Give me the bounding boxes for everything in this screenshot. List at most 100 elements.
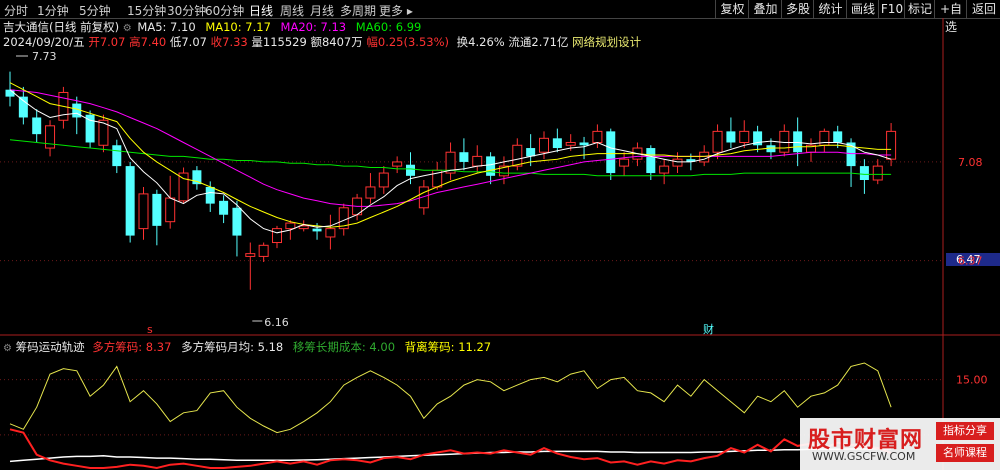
tab-3[interactable]: 15分钟 — [127, 4, 167, 18]
candle — [219, 195, 229, 224]
ma60-label: MA60: 6.99 — [355, 20, 422, 34]
candle-body — [125, 166, 135, 236]
tab-7[interactable]: 周线 — [280, 4, 305, 18]
ma10-line — [9, 82, 892, 228]
candle — [232, 200, 242, 257]
candle — [886, 123, 897, 167]
candle — [459, 138, 469, 171]
candle-body — [98, 119, 109, 146]
toolbar-btn-3[interactable]: 统计 — [813, 0, 847, 18]
watermark-url: WWW.GSCFW.COM — [812, 450, 916, 463]
tab-10[interactable]: 更多 ▸ — [379, 4, 413, 18]
quote-open: 开7.07 — [88, 35, 126, 49]
candle-body — [498, 165, 509, 177]
toolbar-btn-8[interactable]: 返回 — [966, 0, 1000, 18]
quote-low: 低7.07 — [169, 35, 207, 49]
tab-9[interactable]: 多周期 — [340, 4, 377, 18]
candle — [552, 128, 562, 153]
low-label: 6.16 — [264, 316, 289, 329]
watermark-tag1: 指标分享 — [936, 422, 994, 440]
candle — [272, 225, 282, 249]
indicator-legend: ⚙ 筹码运动轨迹 多方筹码: 8.37 多方筹码月均: 5.18 移筹长期成本:… — [3, 339, 491, 355]
candle-body — [406, 164, 415, 176]
quote-turnover: 换4.26% — [456, 35, 505, 49]
tab-8[interactable]: 月线 — [310, 4, 335, 18]
candle-body — [686, 159, 696, 162]
quote-line: 2024/09/20/五 开7.07 高7.40 低7.07 收7.33 量11… — [3, 34, 641, 50]
candle-body — [699, 151, 710, 163]
toolbar-btn-7[interactable]: +自选 — [934, 0, 967, 34]
ma20-label: MA20: 7.13 — [280, 20, 347, 34]
candle-body — [472, 155, 483, 167]
ma20-line — [9, 89, 892, 207]
candle — [753, 125, 763, 153]
candle-body — [178, 172, 189, 202]
tab-4[interactable]: 30分钟 — [167, 4, 207, 18]
candle — [72, 96, 82, 135]
tab-6[interactable]: 日线 — [249, 4, 274, 18]
watermark-brand: 股市财富网 — [808, 428, 924, 453]
candle — [112, 139, 122, 174]
watermark-tag2: 名师课程 — [936, 444, 994, 462]
candle-body — [512, 144, 523, 167]
candle — [298, 220, 309, 232]
tab-5[interactable]: 60分钟 — [205, 4, 245, 18]
toolbar-btn-6[interactable]: 标记 — [904, 0, 935, 18]
candle — [726, 117, 736, 149]
quote-float: 流通2.71亿 — [508, 35, 569, 49]
candle — [245, 242, 256, 290]
indicator-name: 筹码运动轨迹 — [15, 340, 85, 354]
toolbar-btn-0[interactable]: 复权 — [715, 0, 749, 18]
candle — [406, 152, 415, 185]
candle-body — [165, 197, 176, 223]
tab-0[interactable]: 分时 — [4, 4, 29, 18]
candle-body — [859, 166, 869, 180]
quote-close: 收7.33 — [210, 35, 248, 49]
candle-body — [579, 142, 589, 146]
candle — [526, 134, 536, 167]
candle — [85, 110, 95, 149]
candle-body — [592, 130, 603, 143]
candle — [325, 214, 336, 250]
candle — [98, 114, 109, 153]
tab-2[interactable]: 5分钟 — [79, 4, 111, 18]
candle — [672, 152, 683, 174]
indicator-settings-icon[interactable]: ⚙ — [3, 343, 12, 354]
toolbar-btn-2[interactable]: 多股 — [781, 0, 814, 18]
high-label: 7.73 — [32, 50, 57, 63]
toolbar-btn-5[interactable]: F10 — [878, 0, 905, 18]
toolbar-btn-1[interactable]: 叠加 — [748, 0, 782, 18]
candle-body — [565, 141, 576, 146]
candle — [619, 152, 630, 176]
candle-body — [646, 148, 656, 174]
indicator-l3: 移筹长期成本: 4.00 — [292, 340, 396, 354]
tab-1[interactable]: 1分钟 — [37, 4, 69, 18]
candle-body — [72, 103, 82, 118]
axis-label-637: 6.37 — [958, 255, 983, 268]
candle-body — [85, 114, 95, 143]
quote-sector[interactable]: 网络规划设计 — [572, 35, 642, 49]
candle-body — [378, 172, 389, 188]
chart-grid — [0, 18, 1000, 470]
candle-body — [739, 130, 750, 143]
candle — [592, 124, 603, 149]
annotations-layer: 7.73 6.16 s 财 — [16, 50, 714, 336]
candle-body — [619, 158, 630, 167]
candle-body — [45, 125, 56, 149]
candle-body — [486, 156, 496, 176]
candle — [192, 166, 202, 190]
indicator-l1: 多方筹码: 8.37 — [92, 340, 172, 354]
candle-body — [846, 142, 856, 167]
quote-amount: 额8407万 — [310, 35, 363, 49]
candle — [258, 242, 269, 262]
candle — [152, 189, 162, 246]
toolbar-btn-4[interactable]: 画线 — [846, 0, 879, 18]
axis-label-15: 15.00 — [956, 374, 988, 387]
settings-icon[interactable]: ⚙ — [122, 23, 132, 34]
candle-body — [245, 253, 256, 257]
ma5-line — [9, 89, 892, 234]
candle — [58, 86, 69, 129]
candle-body — [192, 170, 202, 185]
